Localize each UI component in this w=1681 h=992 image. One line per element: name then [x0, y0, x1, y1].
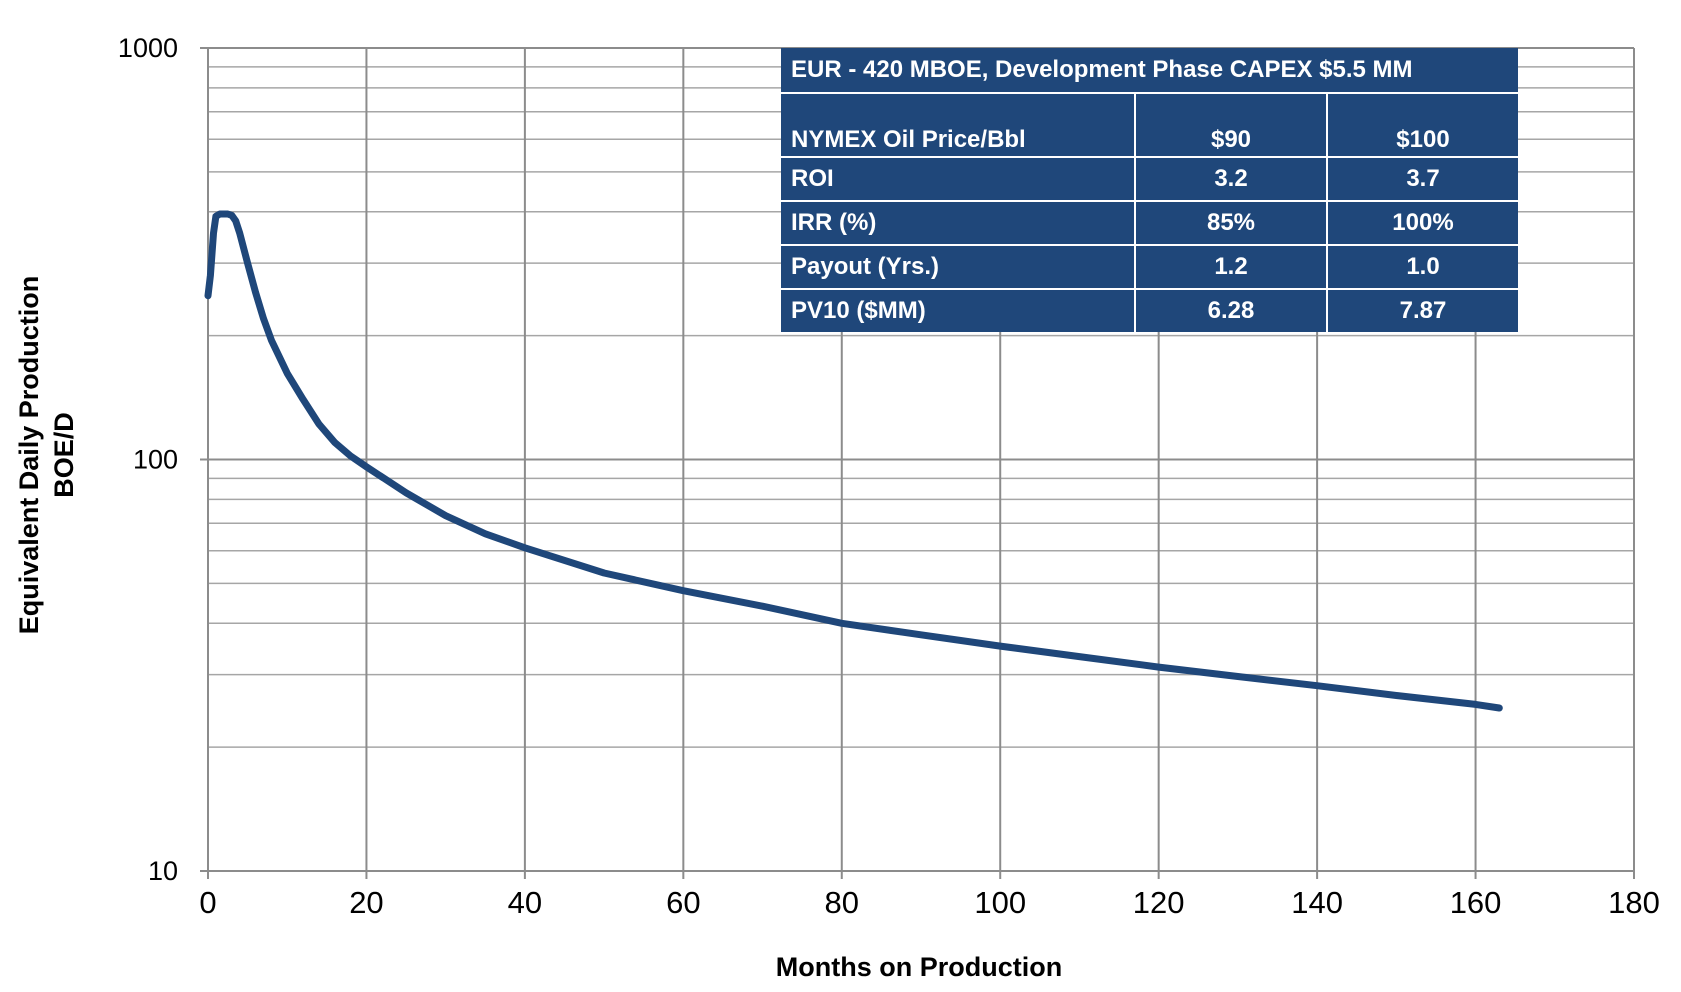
- row-value-100: 1.0: [1326, 244, 1518, 290]
- table-row-roi: ROI 3.2 3.7: [781, 156, 1518, 202]
- production-decline-line: [204, 210, 1503, 712]
- x-tick-label: 140: [1291, 885, 1343, 920]
- table-row-payout: Payout (Yrs.) 1.2 1.0: [781, 244, 1518, 290]
- x-axis-title: Months on Production: [776, 952, 1062, 982]
- x-tick-label: 180: [1608, 885, 1660, 920]
- row-value-90: 1.2: [1134, 244, 1328, 290]
- x-tick-label: 160: [1450, 885, 1502, 920]
- row-value-100: 3.7: [1326, 156, 1518, 202]
- row-value-90: 3.2: [1134, 156, 1328, 202]
- y-axis-title-line2: BOE/D: [49, 412, 79, 498]
- row-label: ROI: [781, 156, 1136, 202]
- row-value-100: 100%: [1326, 200, 1518, 246]
- row-label: Payout (Yrs.): [781, 244, 1136, 290]
- header-price-90: $90: [1134, 92, 1328, 158]
- y-tick-label: 1000: [118, 33, 178, 63]
- economics-table: EUR - 420 MBOE, Development Phase CAPEX …: [781, 48, 1518, 332]
- x-tick-label: 40: [508, 885, 542, 920]
- table-title-row: EUR - 420 MBOE, Development Phase CAPEX …: [781, 48, 1518, 94]
- header-price-100: $100: [1326, 92, 1518, 158]
- row-value-90: 85%: [1134, 200, 1328, 246]
- table-row-pv10: PV10 ($MM) 6.28 7.87: [781, 288, 1518, 332]
- x-tick-label: 20: [349, 885, 383, 920]
- x-tick-label: 60: [666, 885, 700, 920]
- y-tick-label: 10: [148, 856, 178, 886]
- y-axis-title-line1: Equivalent Daily Production: [14, 276, 44, 635]
- x-tick-label: 0: [199, 885, 216, 920]
- table-row-irr: IRR (%) 85% 100%: [781, 200, 1518, 246]
- row-value-100: 7.87: [1326, 288, 1518, 332]
- table-title: EUR - 420 MBOE, Development Phase CAPEX …: [781, 48, 1518, 94]
- header-label: NYMEX Oil Price/Bbl: [781, 92, 1136, 158]
- row-label: PV10 ($MM): [781, 288, 1136, 332]
- axes: [207, 48, 1634, 872]
- table-header-row: NYMEX Oil Price/Bbl $90 $100: [781, 92, 1518, 158]
- x-tick-label: 80: [825, 885, 859, 920]
- row-value-90: 6.28: [1134, 288, 1328, 332]
- x-tick-label: 120: [1133, 885, 1185, 920]
- y-tick-label: 100: [133, 445, 178, 475]
- row-label: IRR (%): [781, 200, 1136, 246]
- tick-labels: 0 20 40 60 80 100 120 140 160 180 10 100 1000: [118, 33, 1660, 920]
- x-tick-label: 100: [974, 885, 1026, 920]
